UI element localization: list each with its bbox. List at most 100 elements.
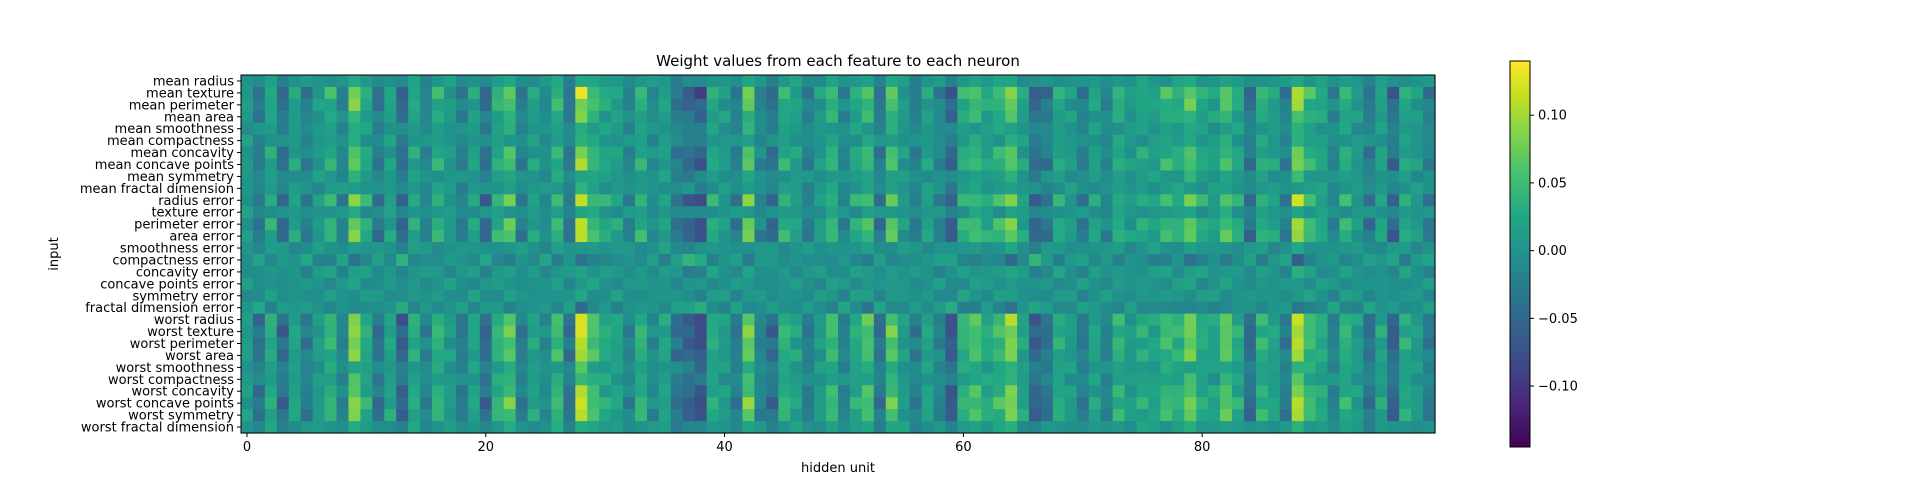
heatmap-cell [945,421,958,434]
heatmap-cell [658,194,672,207]
heatmap-cell [1076,254,1090,267]
heatmap-cell [957,146,970,160]
heatmap-cell [1100,122,1114,136]
heatmap-cell [670,194,684,207]
heatmap-cell [957,349,970,362]
heatmap-cell [981,206,994,219]
heatmap-cell [885,289,899,303]
heatmap-cell [742,230,756,243]
heatmap-cell [539,385,553,398]
heatmap-cell [658,254,672,267]
heatmap-cell [706,98,720,112]
heatmap-cell [551,301,564,315]
heatmap-cell [479,122,493,136]
heatmap-cell [372,230,385,243]
heatmap-cell [682,301,696,315]
heatmap-cell [1351,194,1364,207]
heatmap-cell [1076,265,1090,279]
heatmap-cell [1279,409,1293,422]
heatmap-cell [826,242,839,255]
heatmap-cell [372,373,385,386]
heatmap-cell [1052,122,1066,136]
heatmap-cell [1255,349,1269,362]
heatmap-cell [1088,218,1102,231]
heatmap-cell [515,385,529,398]
heatmap-cell [241,385,254,398]
heatmap-cell [587,110,600,124]
heatmap-cell [252,325,266,339]
heatmap-cell [288,397,302,410]
heatmap-cell [778,134,791,148]
heatmap-cell [432,218,445,231]
heatmap-cell [646,182,660,195]
heatmap-cell [1243,194,1257,207]
heatmap-cell [981,337,994,351]
heatmap-cell [1064,194,1078,207]
heatmap-cell [1387,373,1400,386]
heatmap-cell [706,230,720,243]
heatmap-cell [467,313,481,327]
heatmap-cell [921,254,935,267]
heatmap-cell [670,146,684,160]
heatmap-cell [264,122,278,136]
heatmap-cell [754,277,767,291]
heatmap-cell [241,75,254,88]
heatmap-cell [969,301,982,315]
heatmap-cell [312,289,326,303]
heatmap-cell [611,98,624,112]
heatmap-cell [1399,325,1412,339]
heatmap-cell [646,242,660,255]
heatmap-cell [1423,230,1436,243]
heatmap-cell [587,230,600,243]
heatmap-cell [1255,182,1269,195]
heatmap-cell [1411,170,1424,183]
heatmap-cell [1387,110,1400,124]
heatmap-cell [1423,170,1436,183]
heatmap-cell [1279,182,1293,195]
heatmap-cell [479,313,493,327]
heatmap-cell [921,206,935,219]
heatmap-cell [635,158,648,172]
heatmap-cell [539,409,553,422]
heatmap-cell [241,337,254,351]
heatmap-cell [1399,110,1412,124]
heatmap-cell [336,230,350,243]
heatmap-cell [1029,301,1042,315]
heatmap-cell [1291,242,1305,255]
heatmap-cell [802,254,815,267]
heatmap-cell [372,313,385,327]
heatmap-cell [420,373,433,386]
heatmap-cell [682,421,696,434]
heatmap-cell [348,218,361,231]
heatmap-cell [587,337,600,351]
heatmap-cell [264,206,278,219]
heatmap-cell [276,385,290,398]
heatmap-cell [945,146,958,160]
heatmap-cell [1017,110,1030,124]
heatmap-cell [1160,122,1173,136]
heatmap-cell [718,289,732,303]
heatmap-cell [742,218,756,231]
heatmap-cell [1267,122,1281,136]
heatmap-cell [1017,337,1030,351]
heatmap-cell [1220,254,1233,267]
heatmap-cell [694,313,708,327]
heatmap-cell [778,397,791,410]
heatmap-cell [909,122,923,136]
heatmap-cell [1029,361,1042,374]
heatmap-cell [1160,98,1173,112]
heatmap-cell [873,373,887,386]
heatmap-cell [1029,254,1042,267]
heatmap-cell [885,98,899,112]
heatmap-cell [1088,349,1102,362]
heatmap-cell [1291,75,1305,88]
heatmap-cell [503,146,517,160]
heatmap-cell [718,122,732,136]
heatmap-cell [1423,98,1436,112]
heatmap-cell [563,397,576,410]
heatmap-cell [1052,110,1066,124]
heatmap-cell [1267,230,1281,243]
heatmap-cell [957,373,970,386]
heatmap-cell [778,146,791,160]
heatmap-cell [264,361,278,374]
